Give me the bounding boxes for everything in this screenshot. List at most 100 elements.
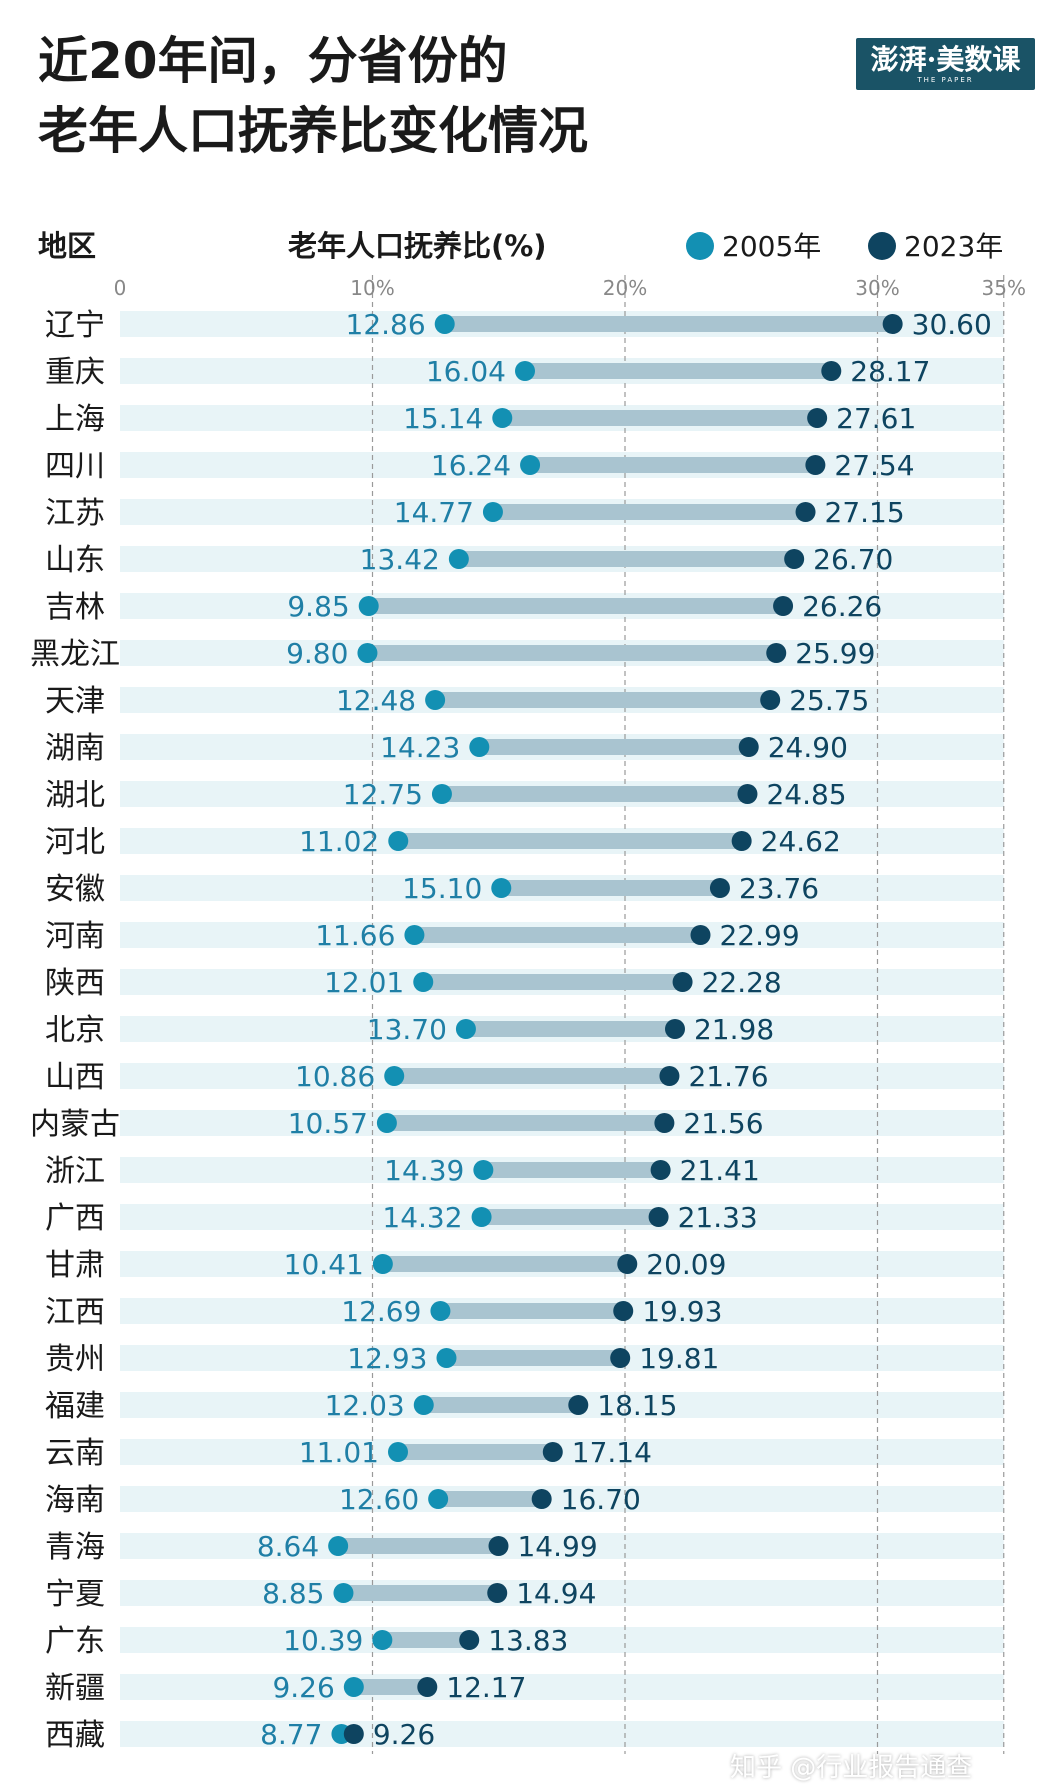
value-label-2023: 22.28 — [702, 966, 782, 999]
value-label-2005: 12.69 — [341, 1295, 421, 1328]
value-label-2005: 12.03 — [325, 1389, 405, 1422]
value-label-2005: 14.32 — [382, 1201, 462, 1234]
dot-2005 — [430, 1301, 451, 1321]
brand-logo: 澎湃·美数课 THE PAPER — [856, 38, 1035, 90]
dot-2023 — [709, 878, 730, 898]
dot-2005 — [425, 690, 446, 710]
dot-2005 — [372, 1630, 393, 1650]
dot-2023 — [784, 549, 805, 569]
dot-2005 — [388, 1442, 409, 1462]
dot-2005 — [358, 596, 379, 616]
value-label-2005: 10.39 — [283, 1624, 363, 1657]
dot-2023 — [821, 361, 842, 381]
dot-2023 — [648, 1207, 669, 1227]
value-label-2023: 27.54 — [834, 449, 914, 482]
dot-2005 — [431, 784, 452, 804]
value-axis-label: 老年人口抚养比(%) — [288, 229, 547, 263]
value-label-2023: 24.90 — [768, 731, 848, 764]
value-label-2005: 9.85 — [287, 590, 349, 623]
legend-label-2023: 2023年 — [904, 230, 1003, 263]
value-label-2005: 12.48 — [336, 684, 416, 717]
dot-2023 — [531, 1489, 552, 1509]
category-label: 宁夏 — [45, 1577, 105, 1612]
category-label: 四川 — [45, 449, 105, 484]
category-label: 广西 — [45, 1201, 105, 1236]
value-label-2005: 8.64 — [257, 1530, 319, 1563]
value-label-2023: 22.99 — [719, 919, 799, 952]
value-label-2023: 18.15 — [597, 1389, 677, 1422]
watermark: 知乎 @行业报告通查 — [730, 1753, 973, 1783]
axis-tick-label: 10% — [350, 276, 394, 300]
value-label-2023: 21.76 — [688, 1060, 768, 1093]
value-label-2023: 21.98 — [694, 1013, 774, 1046]
value-label-2005: 16.24 — [431, 449, 511, 482]
dot-2023 — [760, 690, 781, 710]
legend-marker-2005 — [686, 232, 714, 260]
value-label-2005: 12.60 — [339, 1483, 419, 1516]
value-label-2023: 19.93 — [642, 1295, 722, 1328]
dot-2005 — [357, 643, 378, 663]
dot-2023 — [737, 784, 758, 804]
legend-marker-2023 — [868, 232, 896, 260]
value-label-2005: 11.01 — [299, 1436, 379, 1469]
dot-2023 — [807, 408, 828, 428]
row-band — [120, 1486, 1004, 1512]
value-label-2023: 28.17 — [850, 355, 930, 388]
dot-2023 — [664, 1019, 685, 1039]
dot-2023 — [766, 643, 787, 663]
value-label-2005: 11.66 — [315, 919, 395, 952]
value-label-2023: 19.81 — [639, 1342, 719, 1375]
dot-2023 — [488, 1536, 509, 1556]
value-label-2023: 26.26 — [802, 590, 882, 623]
dot-2023 — [795, 502, 816, 522]
category-label: 陕西 — [45, 966, 105, 1001]
value-label-2005: 10.86 — [295, 1060, 375, 1093]
value-label-2023: 23.76 — [739, 872, 819, 905]
value-label-2023: 27.61 — [836, 402, 916, 435]
value-label-2005: 14.39 — [384, 1154, 464, 1187]
dot-2005 — [376, 1113, 397, 1133]
category-label: 新疆 — [45, 1671, 105, 1706]
value-label-2005: 9.80 — [286, 637, 348, 670]
value-label-2005: 12.01 — [324, 966, 404, 999]
dot-2005 — [471, 1207, 492, 1227]
value-label-2023: 14.99 — [517, 1530, 597, 1563]
value-label-2005: 11.02 — [299, 825, 379, 858]
value-label-2023: 24.62 — [761, 825, 841, 858]
category-label: 西藏 — [45, 1718, 105, 1753]
value-label-2023: 17.14 — [572, 1436, 652, 1469]
category-label: 河北 — [45, 825, 105, 860]
dot-2023 — [568, 1395, 589, 1415]
value-label-2023: 14.94 — [516, 1577, 596, 1610]
value-label-2005: 13.42 — [360, 543, 440, 576]
category-label: 天津 — [45, 684, 105, 719]
value-label-2023: 16.70 — [561, 1483, 641, 1516]
value-label-2023: 26.70 — [813, 543, 893, 576]
value-label-2023: 20.09 — [646, 1248, 726, 1281]
category-label: 吉林 — [45, 590, 105, 625]
value-label-2005: 13.70 — [367, 1013, 447, 1046]
logo-text: 澎湃·美数课 — [870, 43, 1021, 76]
dot-2005 — [491, 878, 512, 898]
dot-2023 — [487, 1583, 508, 1603]
category-label: 内蒙古 — [30, 1107, 120, 1142]
dot-2023 — [659, 1066, 680, 1086]
category-label: 甘肃 — [45, 1248, 105, 1283]
value-label-2005: 16.04 — [426, 355, 506, 388]
dot-2005 — [333, 1583, 354, 1603]
value-label-2023: 21.41 — [680, 1154, 760, 1187]
value-label-2005: 10.57 — [288, 1107, 368, 1140]
value-label-2005: 14.23 — [380, 731, 460, 764]
axis-tick-label: 35% — [982, 276, 1026, 300]
row-band — [120, 1721, 1004, 1747]
category-label: 海南 — [45, 1483, 105, 1518]
dot-2005 — [473, 1160, 494, 1180]
axis-tick-label: 20% — [603, 276, 647, 300]
value-label-2023: 25.75 — [789, 684, 869, 717]
value-label-2023: 30.60 — [912, 308, 992, 341]
dot-2023 — [654, 1113, 675, 1133]
value-label-2023: 25.99 — [795, 637, 875, 670]
category-label: 上海 — [45, 402, 105, 437]
logo-subtext: THE PAPER — [917, 76, 974, 84]
row-band — [120, 1627, 1004, 1653]
